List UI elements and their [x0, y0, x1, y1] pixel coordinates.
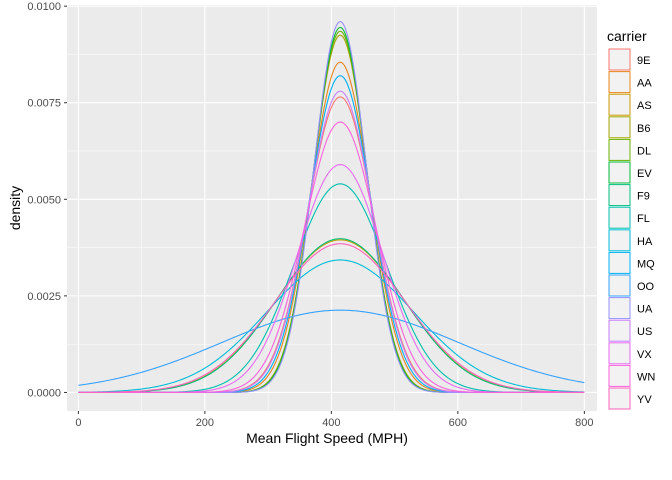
legend-key [608, 93, 631, 116]
legend-key [608, 138, 631, 161]
legend-item-vx: VX [608, 342, 652, 365]
x-tick-label: 200 [196, 417, 214, 429]
legend-item-as: AS [608, 93, 652, 116]
legend-item-us: US [608, 319, 652, 342]
x-tick-label: 0 [75, 417, 81, 429]
legend-label: DL [637, 145, 651, 157]
y-tick-label: 0.0000 [27, 387, 61, 399]
legend-label: US [637, 326, 652, 338]
y-tick-label: 0.0100 [27, 1, 61, 13]
legend-item-wn: WN [608, 364, 655, 387]
legend-key [608, 297, 631, 320]
legend-label: WN [637, 371, 655, 383]
density-curve-wn [78, 121, 585, 394]
x-tick-label: 800 [575, 417, 593, 429]
legend-item-f9: F9 [608, 184, 650, 207]
y-axis-title: density [7, 186, 23, 230]
legend-key [608, 364, 631, 387]
legend-label: AA [637, 78, 652, 90]
x-axis: 0 200 400 600 800 [75, 411, 594, 429]
legend-item-ev: EV [608, 161, 652, 184]
legend: carrier 9E AA AS B6 DL EV F9 FL HA MQ OO UA US VX WN YV [607, 28, 655, 410]
legend-item-yv: YV [608, 387, 652, 410]
legend-label: FL [637, 213, 650, 225]
legend-key [608, 274, 631, 297]
legend-item-fl: FL [608, 206, 650, 229]
legend-label: AS [637, 100, 652, 112]
legend-label: YV [637, 394, 652, 406]
legend-key [608, 206, 631, 229]
x-axis-title: Mean Flight Speed (MPH) [246, 430, 408, 446]
legend-item-aa: AA [608, 71, 652, 94]
legend-label: 9E [637, 55, 650, 67]
legend-key [608, 387, 631, 410]
legend-items: 9E AA AS B6 DL EV F9 FL HA MQ OO UA US VX WN YV [608, 48, 655, 410]
minor-gridlines [67, 5, 597, 411]
legend-label: F9 [637, 191, 650, 203]
legend-label: HA [637, 236, 653, 248]
x-tick-label: 600 [449, 417, 467, 429]
y-axis: 0.0000 0.0025 0.0050 0.0075 0.0100 [27, 1, 67, 399]
legend-label: UA [637, 304, 653, 316]
legend-key [608, 184, 631, 207]
legend-label: MQ [637, 258, 655, 270]
density-curve-ha [78, 259, 585, 393]
density-curve-oo [78, 309, 585, 386]
density-curve-f9 [78, 238, 585, 393]
legend-key [608, 319, 631, 342]
legend-label: EV [637, 168, 652, 180]
y-tick-label: 0.0075 [27, 98, 61, 110]
legend-key [608, 116, 631, 139]
density-curve-yv [78, 243, 585, 393]
panel-background [67, 5, 597, 411]
legend-key [608, 251, 631, 274]
legend-item-ha: HA [608, 229, 653, 252]
legend-item-ua: UA [608, 297, 653, 320]
legend-key [608, 71, 631, 94]
legend-key [608, 342, 631, 365]
legend-item-9e: 9E [608, 48, 650, 71]
legend-key [608, 229, 631, 252]
legend-item-mq: MQ [608, 251, 655, 274]
legend-key [608, 48, 631, 71]
density-curves [78, 21, 585, 394]
x-tick-label: 400 [322, 417, 340, 429]
legend-label: B6 [637, 123, 650, 135]
legend-title: carrier [607, 28, 647, 44]
legend-label: OO [637, 281, 655, 293]
y-tick-label: 0.0050 [27, 194, 61, 206]
legend-key [608, 161, 631, 184]
legend-item-b6: B6 [608, 116, 650, 139]
legend-item-oo: OO [608, 274, 655, 297]
legend-label: VX [637, 349, 652, 361]
y-tick-label: 0.0025 [27, 291, 61, 303]
legend-item-dl: DL [608, 138, 651, 161]
